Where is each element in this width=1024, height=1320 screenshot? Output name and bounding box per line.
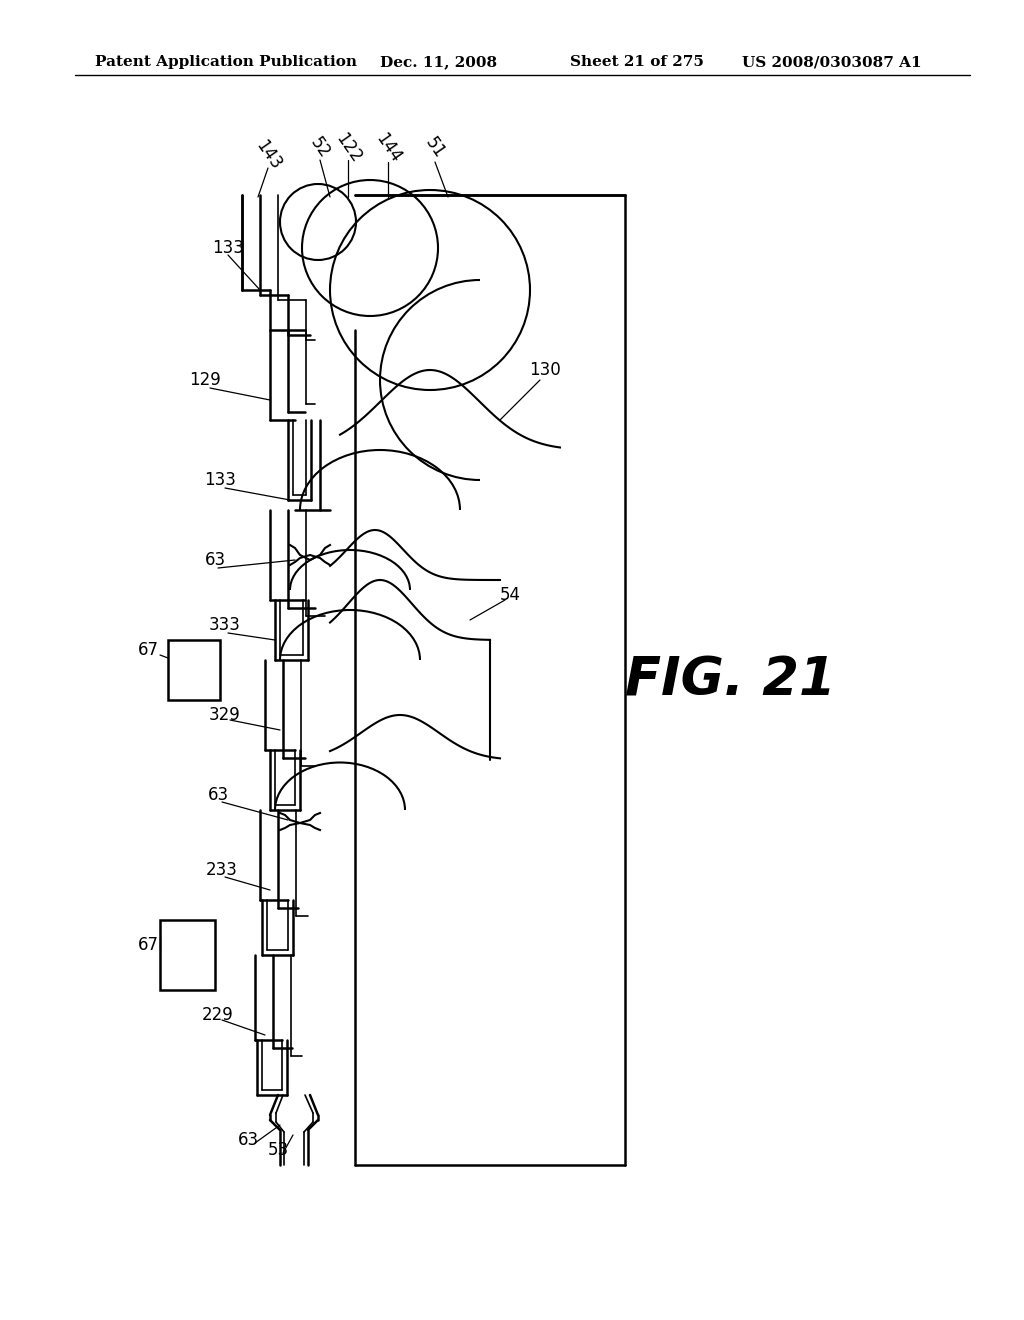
- Text: FIG. 21: FIG. 21: [625, 653, 836, 706]
- Text: 63: 63: [238, 1131, 259, 1148]
- Text: 133: 133: [204, 471, 236, 488]
- Text: 130: 130: [529, 360, 561, 379]
- Text: 52: 52: [306, 135, 334, 162]
- Text: 233: 233: [206, 861, 238, 879]
- Text: Patent Application Publication: Patent Application Publication: [95, 55, 357, 69]
- Text: 133: 133: [212, 239, 244, 257]
- Text: 122: 122: [332, 129, 365, 166]
- Text: 53: 53: [267, 1140, 289, 1159]
- Text: 67: 67: [137, 642, 159, 659]
- Text: 67: 67: [137, 936, 159, 954]
- Text: 51: 51: [422, 135, 449, 162]
- Text: 333: 333: [209, 616, 241, 634]
- Text: 63: 63: [208, 785, 228, 804]
- Text: US 2008/0303087 A1: US 2008/0303087 A1: [742, 55, 922, 69]
- Text: 229: 229: [202, 1006, 233, 1024]
- Text: Dec. 11, 2008: Dec. 11, 2008: [380, 55, 497, 69]
- Text: 129: 129: [189, 371, 221, 389]
- Bar: [168, 640, 220, 700]
- Text: 143: 143: [252, 137, 285, 173]
- Text: 329: 329: [209, 706, 241, 723]
- Text: Sheet 21 of 275: Sheet 21 of 275: [570, 55, 703, 69]
- Bar: [160, 920, 215, 990]
- Text: 144: 144: [372, 129, 404, 166]
- Text: 54: 54: [500, 586, 520, 605]
- Text: 63: 63: [205, 550, 225, 569]
